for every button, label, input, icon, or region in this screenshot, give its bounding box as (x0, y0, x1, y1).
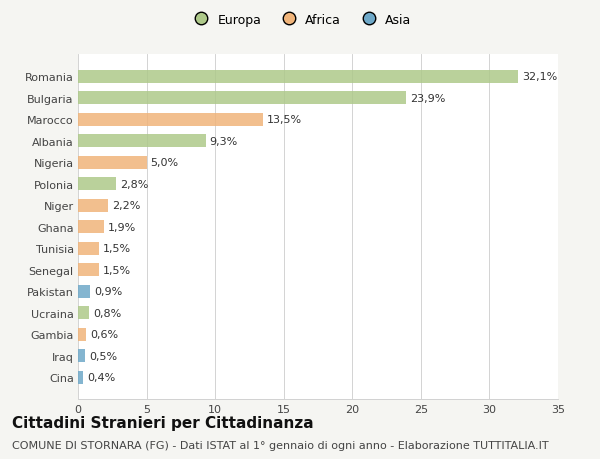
Legend: Europa, Africa, Asia: Europa, Africa, Asia (184, 9, 416, 32)
Text: 32,1%: 32,1% (523, 72, 557, 82)
Bar (78, 178, 116, 191)
Bar (78, 371, 83, 384)
Bar (78, 157, 146, 169)
Text: COMUNE DI STORNARA (FG) - Dati ISTAT al 1° gennaio di ogni anno - Elaborazione T: COMUNE DI STORNARA (FG) - Dati ISTAT al … (12, 440, 548, 450)
Bar (78, 71, 518, 84)
Bar (78, 113, 263, 127)
Text: 0,8%: 0,8% (93, 308, 121, 318)
Text: 0,5%: 0,5% (89, 351, 117, 361)
Text: 0,6%: 0,6% (91, 330, 118, 339)
Bar (78, 328, 86, 341)
Bar (78, 242, 98, 255)
Bar (78, 285, 91, 298)
Text: 0,9%: 0,9% (94, 286, 123, 297)
Text: 9,3%: 9,3% (209, 136, 238, 146)
Text: 2,2%: 2,2% (112, 201, 140, 211)
Bar (78, 199, 108, 212)
Bar (78, 92, 406, 105)
Text: 1,5%: 1,5% (103, 265, 131, 275)
Text: 5,0%: 5,0% (151, 158, 179, 168)
Bar (78, 349, 85, 362)
Bar (78, 135, 206, 148)
Text: 13,5%: 13,5% (267, 115, 302, 125)
Text: 2,8%: 2,8% (121, 179, 149, 189)
Text: Cittadini Stranieri per Cittadinanza: Cittadini Stranieri per Cittadinanza (12, 415, 314, 431)
Text: 1,5%: 1,5% (103, 244, 131, 254)
Bar (78, 221, 104, 234)
Bar (78, 263, 98, 276)
Text: 0,4%: 0,4% (88, 372, 116, 382)
Text: 1,9%: 1,9% (108, 222, 136, 232)
Text: 23,9%: 23,9% (410, 94, 445, 104)
Bar (78, 307, 89, 319)
